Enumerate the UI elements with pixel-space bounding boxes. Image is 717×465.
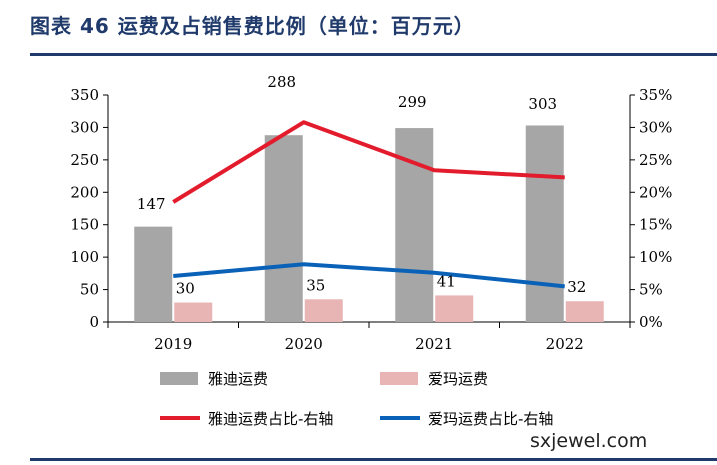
y-axis-right-tick-label: 15% [639, 216, 672, 234]
bar-yadi-freight [134, 226, 173, 322]
bar-aima-freight [174, 302, 213, 322]
y-axis-left-tick-label: 100 [70, 248, 99, 266]
legend-aima-freight-label: 爱玛运费 [428, 370, 488, 388]
legend-aima-ratio-label: 爱玛运费占比-右轴 [428, 410, 553, 428]
data-label-yadi: 303 [528, 95, 557, 113]
bar-yadi-freight [395, 128, 434, 322]
y-axis-left-tick-label: 350 [70, 86, 99, 104]
legend-yadi-freight-label: 雅迪运费 [208, 370, 268, 388]
line-yadi-freight-ratio [172, 120, 565, 204]
y-axis-right-tick-label: 30% [639, 118, 672, 136]
y-axis-left-tick-label: 0 [89, 313, 99, 331]
x-axis-tick-label: 2022 [546, 335, 584, 353]
y-axis-left-tick-label: 250 [70, 151, 99, 169]
bar-aima-freight [304, 299, 343, 322]
y-axis-left-tick-label: 200 [70, 183, 99, 201]
bottom-divider [30, 458, 717, 461]
y-axis-right-tick-label: 5% [639, 281, 663, 299]
chart-data-labels: 147 288 299 303 30 35 41 32 [137, 73, 586, 298]
legend-yadi-freight-swatch [160, 372, 198, 385]
y-axis-right-tick-label: 0% [639, 313, 663, 331]
chart-axes: 0 50 100 150 200 250 300 350 0% 5% 10% 15% 20% 25% 30%… [70, 86, 672, 353]
data-label-aima: 41 [437, 272, 456, 290]
data-label-aima: 35 [306, 276, 325, 294]
bar-aima-freight [435, 295, 474, 322]
x-axis-tick-label: 2020 [285, 335, 323, 353]
bar-aima-freight [565, 301, 604, 322]
y-axis-left-tick-label: 300 [70, 118, 99, 136]
legend-aima-freight-swatch [380, 372, 418, 385]
legend-yadi-ratio-label: 雅迪运费占比-右轴 [208, 410, 333, 428]
bar-yadi-freight [264, 135, 303, 322]
x-axis-tick-label: 2019 [154, 335, 192, 353]
watermark: sxjewel.com [530, 430, 647, 452]
data-label-yadi: 299 [398, 93, 427, 111]
chart-title: 图表 46 运费及占销售费比例（单位：百万元） [30, 14, 475, 38]
y-axis-right-tick-label: 25% [639, 151, 672, 169]
data-label-aima: 32 [567, 278, 586, 296]
title-divider [30, 53, 717, 56]
data-label-yadi: 288 [267, 73, 296, 91]
y-axis-right-tick-label: 20% [639, 183, 672, 201]
chart-bars [134, 125, 604, 323]
y-axis-left-tick-label: 50 [80, 281, 99, 299]
x-axis-tick-label: 2021 [415, 335, 453, 353]
data-label-yadi: 147 [137, 195, 166, 213]
chart-lines [172, 120, 565, 289]
y-axis-right-tick-label: 35% [639, 86, 672, 104]
y-axis-right-tick-label: 10% [639, 248, 672, 266]
y-axis-left-tick-label: 150 [70, 216, 99, 234]
data-label-aima: 30 [176, 280, 195, 298]
bar-yadi-freight [525, 125, 564, 323]
line-aima-freight-ratio [173, 262, 565, 289]
